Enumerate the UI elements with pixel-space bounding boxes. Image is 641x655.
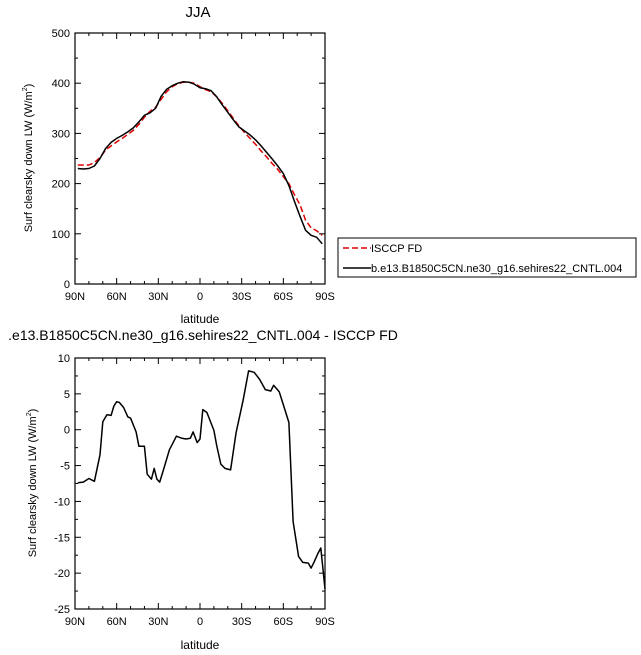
x-tick-label: 30S (232, 291, 252, 303)
plot-frame (74, 357, 326, 610)
y-tick-label: 100 (52, 229, 70, 241)
y-axis-label: Surf clearsky down LW (W/m2) (22, 84, 35, 233)
x-tick-label: 90N (65, 291, 85, 303)
plot-frame (74, 32, 326, 285)
x-tick-label: 90N (65, 616, 85, 628)
legend-label-isccp: ISCCP FD (371, 243, 422, 255)
x-tick-label: 30N (148, 291, 168, 303)
ticks-group: 90N 60N 30N 0 30S 60S 90S 0 100 200 300 400 500 (52, 28, 335, 303)
y-tick-label: 400 (52, 78, 70, 90)
y-tick-label: -25 (54, 604, 70, 616)
x-tick-label: 60S (274, 616, 294, 628)
y-tick-label: -15 (54, 532, 70, 544)
y-axis-label-sup: 2 (26, 412, 33, 416)
x-axis-label: latitude (181, 312, 220, 326)
series-group (77, 370, 326, 589)
y-tick-label: -5 (60, 461, 70, 473)
y-tick-label: 10 (58, 353, 70, 365)
y-axis-label-sup: 2 (22, 87, 29, 91)
series-line-b-e13-b1850c5cn-ne30-g16-sehires22-cntl-004 (77, 80, 323, 245)
chart-panel-bottom: .e13.B1850C5CN.ne30_g16.sehires22_CNTL.0… (8, 327, 398, 652)
y-tick-label: -10 (54, 496, 70, 508)
y-axis-label-close: ) (27, 409, 39, 413)
y-tick-label: 500 (52, 28, 70, 40)
x-tick-label: 0 (197, 616, 203, 628)
y-axis-label-close: ) (23, 84, 35, 88)
x-tick-label: 60N (107, 291, 127, 303)
y-axis-label-text: Surf clearsky down LW (W/m (27, 416, 39, 557)
chart-title: JJA (185, 4, 210, 21)
y-tick-label: 0 (64, 425, 70, 437)
x-tick-label: 30N (148, 616, 168, 628)
x-tick-label: 60S (274, 291, 294, 303)
x-tick-label: 90S (315, 291, 335, 303)
y-axis-label: Surf clearsky down LW (W/m2) (26, 409, 39, 558)
x-axis-label: latitude (181, 638, 220, 652)
x-tick-label: 60N (107, 616, 127, 628)
y-tick-label: 200 (52, 179, 70, 191)
y-axis-label-text: Surf clearsky down LW (W/m (23, 91, 35, 232)
ticks-group: 90N 60N 30N 0 30S 60S 90S 10 5 0 -5 -10 -15 -20 -25 (54, 353, 335, 628)
x-tick-label: 0 (197, 291, 203, 303)
y-tick-label: 5 (64, 389, 70, 401)
x-tick-label: 90S (315, 616, 335, 628)
legend-label-model: b.e13.B1850C5CN.ne30_g16.sehires22_CNTL.… (371, 263, 622, 275)
x-tick-label: 30S (232, 616, 252, 628)
legend-box (337, 237, 637, 278)
legend: ISCCP FD b.e13.B1850C5CN.ne30_g16.sehire… (337, 237, 637, 278)
chart-panel-top: JJA 90N 60N 30N 0 30S 60S 90S0100200300400500 … (22, 4, 335, 326)
series-group (77, 80, 323, 245)
series-line-difference (77, 370, 326, 589)
chart-title: .e13.B1850C5CN.ne30_g16.sehires22_CNTL.0… (8, 327, 398, 343)
y-tick-label: -20 (54, 568, 70, 580)
series-line-isccp-fd (77, 81, 323, 236)
y-tick-label: 300 (52, 128, 70, 140)
y-tick-label: 0 (64, 279, 70, 291)
